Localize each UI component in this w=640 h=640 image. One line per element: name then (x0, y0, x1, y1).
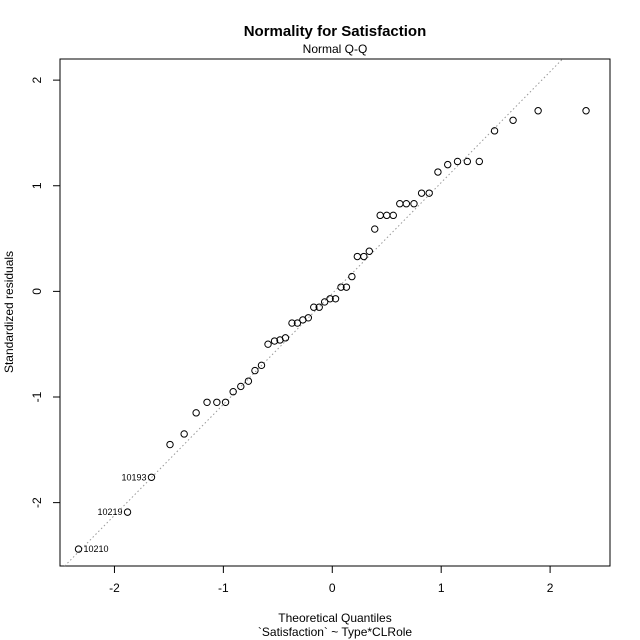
y-tick-label: -1 (30, 391, 44, 402)
plot-frame (59, 58, 611, 567)
data-point (353, 252, 362, 261)
x-tick-label: -2 (109, 581, 120, 595)
data-point (417, 189, 426, 197)
point-label: 10219 (97, 507, 122, 517)
data-point (270, 337, 279, 345)
data-point (310, 303, 318, 311)
data-point (490, 127, 499, 135)
data-point (288, 319, 296, 327)
data-point (281, 334, 290, 342)
data-point (509, 116, 517, 124)
data-point (203, 398, 211, 406)
x-tick-label: 0 (329, 581, 336, 595)
data-point (444, 160, 452, 169)
data-point (389, 211, 397, 220)
data-point (410, 200, 418, 208)
x-axis-sublabel: `Satisfaction` ~ Type*CLRole (258, 625, 413, 639)
x-tick-label: -1 (218, 581, 229, 595)
x-tick-label: 1 (438, 581, 445, 595)
data-point (237, 382, 245, 391)
data-point (192, 409, 200, 417)
data-point (326, 295, 334, 303)
data-point (264, 340, 272, 348)
data-point (425, 189, 433, 197)
data-point (337, 283, 345, 291)
y-tick-label: 1 (30, 182, 44, 189)
data-point (534, 107, 542, 115)
data-point (257, 361, 266, 370)
reference-line (64, 58, 563, 567)
data-point (213, 398, 221, 406)
data-point (582, 107, 590, 115)
data-point (365, 247, 374, 255)
data-point (315, 303, 323, 311)
data-point (166, 440, 174, 449)
data-point (348, 272, 356, 281)
data-point (229, 388, 237, 396)
data-point (221, 398, 230, 406)
data-point (304, 314, 313, 322)
data-point (402, 200, 411, 208)
data-point (360, 252, 368, 261)
data-point (342, 283, 351, 291)
data-point (376, 211, 384, 220)
y-tick-label: 0 (30, 288, 44, 295)
point-label: 10193 (121, 472, 146, 482)
data-point (180, 430, 188, 438)
data-point (320, 298, 329, 306)
chart-subtitle: Normal Q-Q (303, 42, 368, 56)
data-point (383, 211, 391, 220)
data-point (371, 225, 379, 233)
chart-title: Normality for Satisfaction (244, 23, 427, 40)
data-point (147, 473, 156, 481)
data-point (293, 319, 302, 327)
data-point (251, 366, 259, 375)
data-point (434, 168, 442, 176)
y-axis-label: Standardized residuals (2, 251, 16, 373)
data-point (244, 377, 253, 385)
x-tick-label: 2 (547, 581, 554, 595)
x-axis-label: Theoretical Quantiles (278, 611, 391, 625)
data-point (123, 508, 132, 516)
data-point (453, 157, 462, 166)
data-point (475, 157, 484, 166)
data-point (463, 157, 472, 166)
y-tick-label: 2 (30, 76, 44, 83)
data-point (331, 295, 340, 303)
point-label: 10210 (84, 544, 109, 554)
data-point (74, 545, 83, 553)
data-point (396, 200, 404, 208)
y-tick-label: -2 (30, 497, 44, 508)
